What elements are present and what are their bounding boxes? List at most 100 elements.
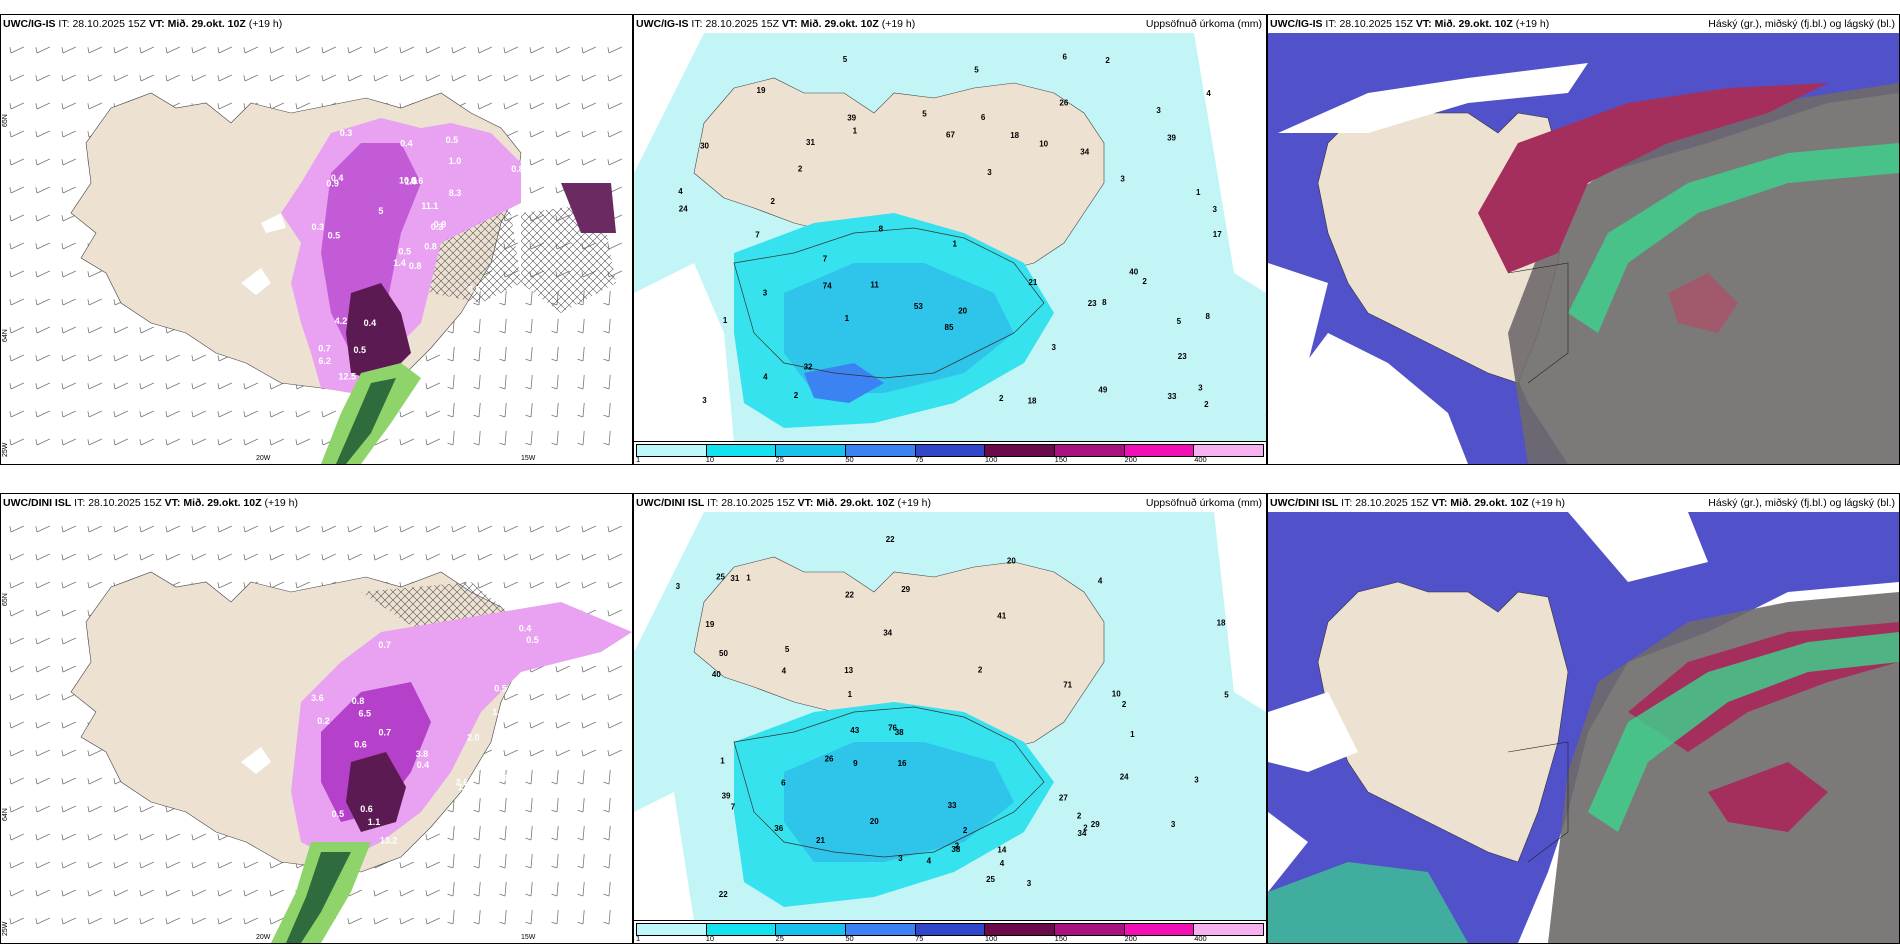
value-label: 20: [870, 817, 879, 826]
legend-swatch: [985, 445, 1056, 456]
wind-barb: [35, 581, 50, 589]
wind-barb: [603, 909, 611, 925]
lead-time: (+19 h): [264, 497, 299, 509]
panel-top-right: UWC/IG-IS IT: 28.10.2025 15Z VT: Mið. 29…: [1267, 14, 1900, 465]
wind-barb: [87, 382, 102, 390]
wind-barb: [35, 158, 50, 166]
value-label: 31: [730, 574, 739, 583]
iceland-land: [1317, 581, 1569, 863]
value-label: 7: [731, 803, 736, 812]
value-label: 4.4: [501, 818, 514, 828]
legend-tick: 1: [636, 455, 641, 464]
wind-barb: [577, 825, 585, 841]
value-label: 11.1: [421, 201, 438, 211]
wind-barb: [9, 525, 24, 533]
value-label: 6.2: [319, 356, 332, 366]
wind-barb: [529, 46, 544, 54]
wind-barb: [35, 46, 50, 54]
wind-barb: [35, 102, 50, 110]
wind-barb: [9, 693, 24, 701]
wind-barb: [9, 553, 24, 561]
legend-tick: 200: [1124, 934, 1137, 943]
wind-barb: [61, 354, 76, 362]
legend-tick: 100: [984, 455, 998, 464]
value-label: 43: [850, 726, 859, 735]
wind-barb: [9, 833, 24, 841]
legend-tick: 400: [1194, 934, 1207, 943]
wind-barb: [191, 525, 206, 533]
lon-label: 20W: [256, 934, 271, 941]
value-label: 5: [922, 110, 927, 119]
wind-barb: [503, 102, 518, 110]
valid-time: Mið. 29.okt. 10Z: [816, 497, 895, 509]
wind-barb: [87, 46, 102, 54]
value-label: 0.2: [317, 716, 330, 726]
wind-barb: [87, 438, 102, 446]
value-label: 1.0: [462, 825, 475, 835]
wind-barb: [373, 917, 388, 925]
panel-header: UWC/IG-IS IT: 28.10.2025 15Z VT: Mið. 29…: [1, 15, 632, 33]
wind-barb: [165, 553, 180, 561]
wind-barb: [551, 430, 559, 446]
field-title: Uppsöfnuð úrkoma (mm): [1145, 18, 1262, 30]
wind-barb: [35, 525, 50, 533]
value-label: 33: [1168, 392, 1177, 401]
wind-barb: [499, 797, 507, 813]
value-label: 3: [1156, 106, 1161, 115]
wind-barb: [399, 917, 414, 925]
wind-barb: [447, 346, 455, 362]
wind-barb: [9, 326, 24, 334]
wind-barb: [473, 909, 481, 925]
wind-barb: [191, 889, 206, 897]
wind-barb: [113, 382, 128, 390]
value-label: 0.6: [360, 804, 373, 814]
legend-swatch: [846, 924, 916, 935]
wind-barb: [525, 853, 533, 869]
wind-barb: [503, 525, 518, 533]
wind-barb: [243, 46, 258, 54]
wind-barb: [113, 805, 128, 813]
wind-barb: [217, 861, 232, 869]
wind-barb: [113, 438, 128, 446]
wind-barb: [473, 346, 481, 362]
wind-barb: [61, 749, 76, 757]
value-label: 0.4: [331, 173, 344, 183]
wind-barb: [35, 805, 50, 813]
wind-barb: [113, 861, 128, 869]
coastline: [1507, 741, 1569, 863]
wind-barb: [113, 553, 128, 561]
wind-barb: [35, 777, 50, 785]
value-label: 1: [853, 126, 858, 135]
wind-barb: [347, 553, 362, 561]
value-label: 3: [1194, 776, 1199, 785]
wind-barb: [165, 525, 180, 533]
wind-barb: [399, 438, 414, 446]
wind-barb: [217, 525, 232, 533]
value-label: 27: [1059, 794, 1068, 803]
wind-barb: [555, 693, 570, 701]
value-label: 1: [1196, 188, 1201, 197]
value-label: 2: [1122, 700, 1127, 709]
wind-barb: [581, 749, 596, 757]
wind-barb: [191, 46, 206, 54]
wind-barb: [551, 825, 559, 841]
value-label: 0.6: [354, 739, 367, 749]
coastline: [733, 706, 1045, 858]
wind-barb: [35, 382, 50, 390]
wind-barb: [139, 553, 154, 561]
legend-swatch: [1194, 924, 1264, 935]
legend-swatch: [1055, 445, 1125, 456]
wind-barb: [555, 102, 570, 110]
wind-barb: [555, 46, 570, 54]
wind-barb: [113, 833, 128, 841]
wind-barb: [9, 581, 24, 589]
wind-barb: [399, 525, 414, 533]
rain-dark: [286, 852, 351, 943]
snow-mid: [321, 143, 421, 353]
wind-barb: [35, 833, 50, 841]
wind-barb: [451, 525, 466, 533]
wind-barb: [577, 430, 585, 446]
lead-time: (+19 h): [897, 497, 932, 509]
value-label: 0.7: [378, 640, 391, 650]
legend-swatch: [1124, 445, 1195, 456]
